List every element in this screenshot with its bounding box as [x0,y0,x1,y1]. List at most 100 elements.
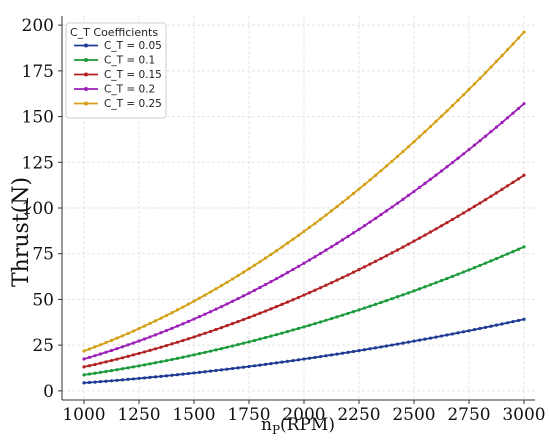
data-point [175,356,180,360]
data-point [423,233,427,237]
data-point [98,361,103,365]
data-point [362,306,367,310]
data-point [335,352,339,356]
data-point [467,329,471,333]
data-point [285,329,290,334]
data-point [148,375,152,380]
data-point [384,164,389,168]
legend-label: C_T = 0.25 [104,98,162,110]
data-point [478,263,482,268]
data-point [395,295,400,299]
data-point [87,355,92,359]
data-point [241,341,246,345]
data-point [417,185,422,190]
data-point [214,307,218,311]
data-point [175,373,180,377]
data-point [335,204,339,209]
data-point [439,114,444,118]
data-point [373,302,378,306]
data-point [192,317,196,321]
data-point [186,337,191,341]
data-point [346,273,350,277]
data-point [362,224,367,228]
data-point [329,353,334,357]
data-point [263,362,268,366]
legend-title: C_T Coefficients [70,26,158,39]
data-point [98,343,103,347]
data-point [472,82,477,86]
data-point [428,336,433,340]
data-point [467,87,471,91]
y-axis-label: Thrust(N) [9,177,34,287]
data-point [401,293,405,297]
data-point [346,350,350,354]
data-point [456,156,460,160]
data-point [241,317,246,322]
data-point [153,375,158,379]
data-point [313,255,317,259]
data-point [445,276,449,281]
data-point [93,380,97,384]
data-point [472,328,477,332]
data-point [285,271,290,275]
data-point [450,104,455,108]
data-point [120,367,125,371]
data-point [500,120,504,125]
data-point [324,283,328,287]
data-point [401,341,405,345]
data-point [291,359,295,363]
data-point [472,266,477,270]
data-point [313,221,317,225]
data-point [109,338,114,343]
legend-item: C_T = 0.15 [74,69,162,81]
data-point [318,355,323,359]
data-point [280,302,284,306]
data-point [511,250,515,254]
x-axis-label-unit: (RPM) [280,415,335,435]
data-point [164,343,169,348]
data-point [208,310,213,314]
y-tick-label: 175 [22,62,54,82]
data-point [247,315,251,320]
x-axis-label-main: n [261,415,272,435]
data-point [104,341,108,345]
data-point [412,239,416,243]
data-point [236,343,240,347]
data-point [230,366,235,371]
data-point [390,251,394,255]
data-point [203,350,207,355]
data-point [98,370,103,374]
legend-marker [84,58,88,62]
data-point [219,368,224,372]
data-point [252,288,257,292]
data-point [175,324,180,328]
data-point [181,305,185,309]
data-point [126,377,130,381]
data-point [197,315,202,319]
data-point [390,159,394,163]
data-point [247,340,251,344]
legend-item: C_T = 0.25 [74,98,162,110]
data-point [186,302,191,306]
data-point [109,348,114,353]
x-tick-label: 1250 [117,405,160,425]
data-point [329,209,334,213]
data-point [329,317,334,321]
data-point [285,359,290,363]
data-point [170,342,174,346]
data-point [115,357,119,361]
data-point [175,340,180,344]
data-point [296,264,301,268]
data-point [384,344,389,348]
data-point [351,270,356,274]
data-point [406,340,411,344]
data-point [379,256,383,261]
data-point [434,227,438,231]
data-point [175,308,180,312]
data-point [98,380,103,384]
data-point [445,221,449,225]
data-point [368,178,372,182]
data-point [186,371,191,376]
data-point [153,361,158,365]
data-point [219,326,224,330]
